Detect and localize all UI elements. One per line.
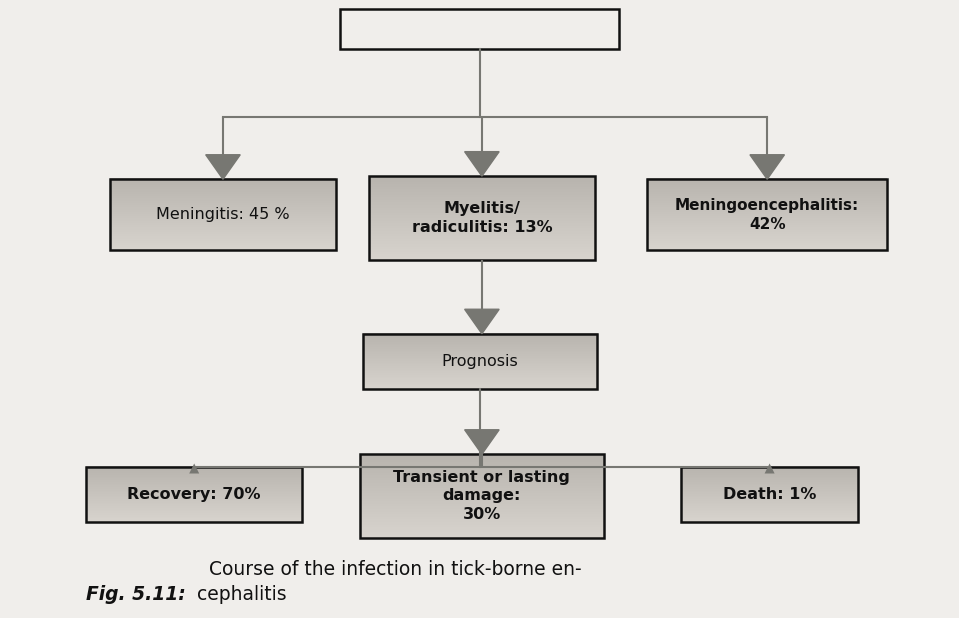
Bar [647,179,887,250]
Bar [363,334,597,389]
Text: Myelitis/
radiculitis: 13%: Myelitis/ radiculitis: 13% [411,201,552,235]
Polygon shape [464,151,499,176]
Bar [340,9,619,49]
Bar [86,467,302,522]
Text: Prognosis: Prognosis [441,354,519,369]
Text: Course of the infection in tick-borne en-
cephalitis: Course of the infection in tick-borne en… [197,561,581,604]
Polygon shape [750,154,784,179]
Bar [110,179,336,250]
Polygon shape [205,154,240,179]
Bar [369,176,595,260]
Text: Recovery: 70%: Recovery: 70% [128,487,261,502]
Bar [681,467,858,522]
Text: Meningoencephalitis:
42%: Meningoencephalitis: 42% [675,198,859,232]
Text: Death: 1%: Death: 1% [723,487,816,502]
Polygon shape [464,309,499,334]
Polygon shape [464,430,499,454]
Text: Transient or lasting
damage:
30%: Transient or lasting damage: 30% [393,470,571,522]
Text: Fig. 5.11:: Fig. 5.11: [86,585,186,604]
Text: Meningitis: 45 %: Meningitis: 45 % [156,207,290,222]
Bar [360,454,604,538]
